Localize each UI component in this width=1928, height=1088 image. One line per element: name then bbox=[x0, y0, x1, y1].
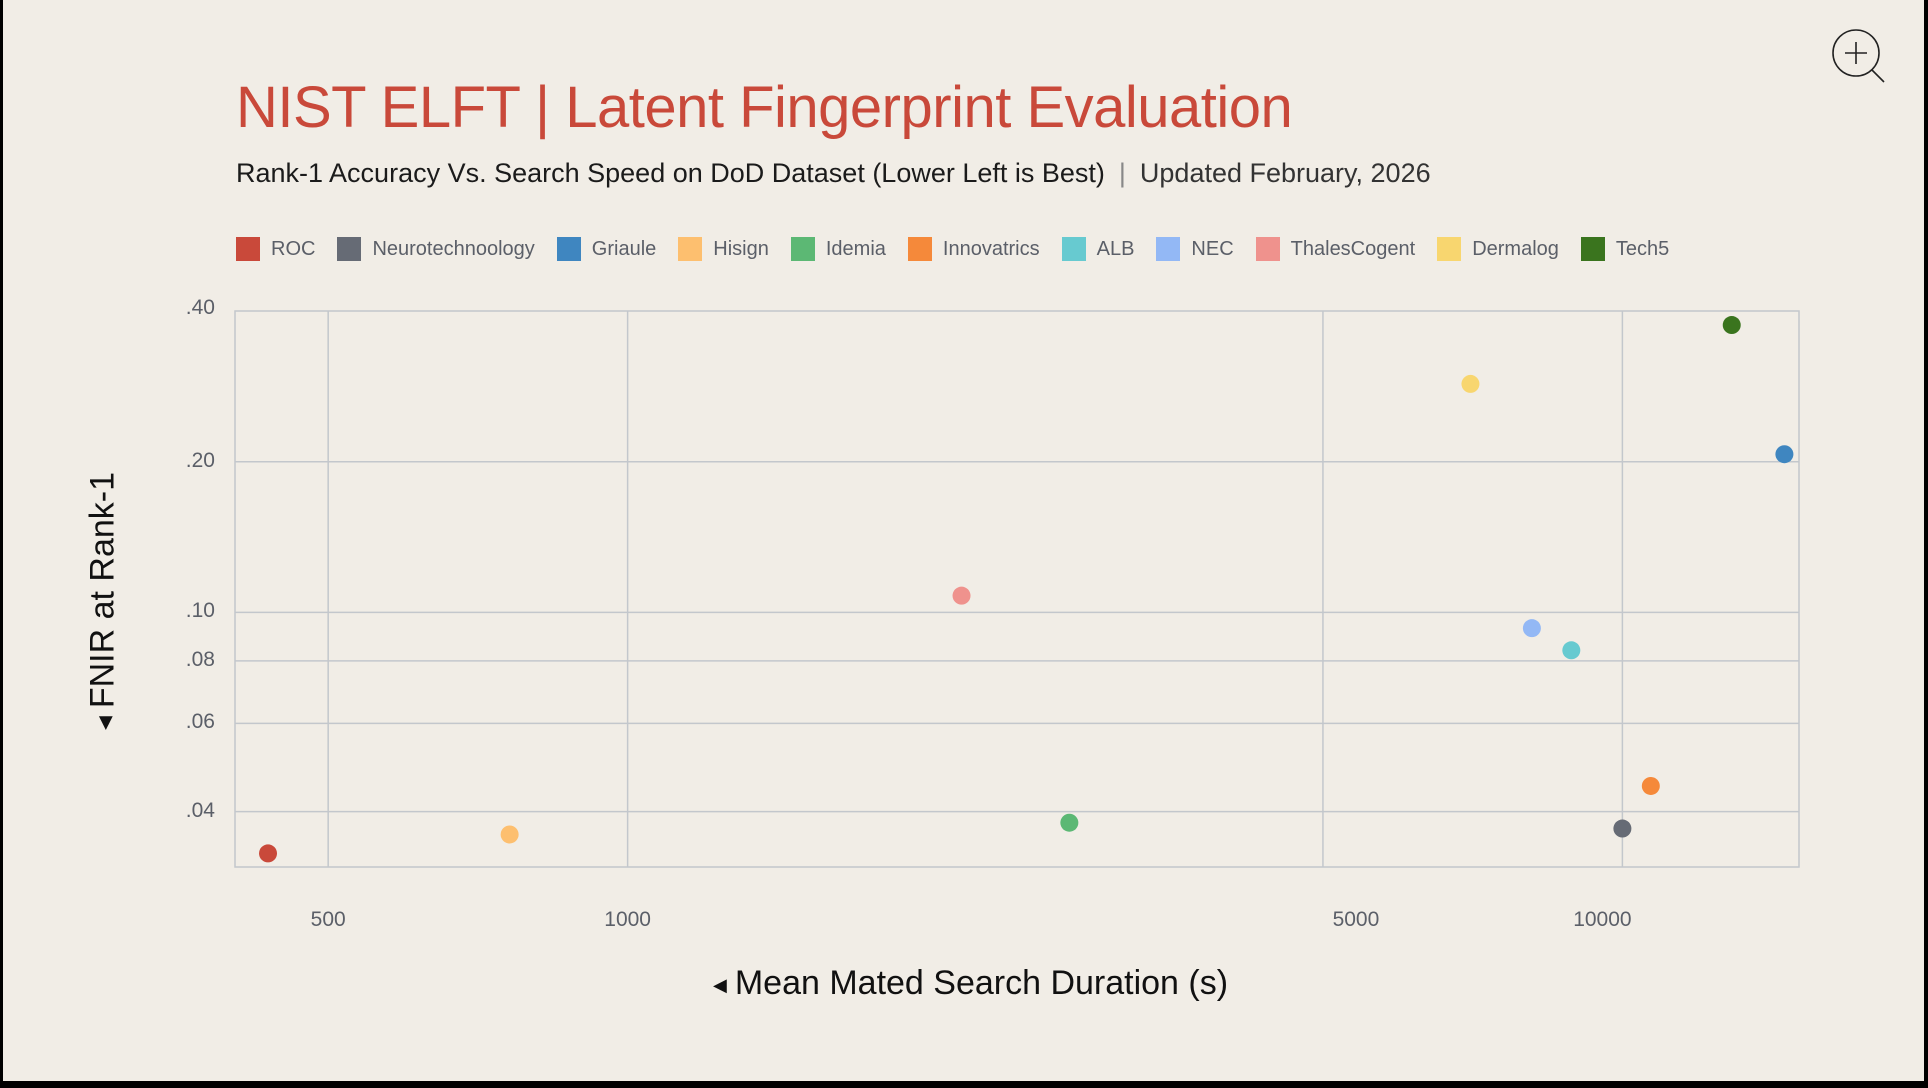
legend-item[interactable]: ThalesCogent bbox=[1255, 237, 1416, 261]
y-axis-label-text: FNIR at Rank-1 bbox=[83, 471, 122, 709]
legend-item[interactable]: Innovatrics bbox=[907, 237, 1040, 261]
x-tick-label: 500 bbox=[310, 908, 346, 931]
data-point-nec[interactable] bbox=[1522, 619, 1541, 638]
y-axis-label: ◀ FNIR at Rank-1 bbox=[84, 472, 123, 730]
legend-swatch bbox=[337, 237, 362, 261]
subtitle-text: Rank-1 Accuracy Vs. Search Speed on DoD … bbox=[236, 158, 1105, 188]
legend-label: Neurotechnoology bbox=[372, 237, 535, 260]
legend: ROC Neurotechnoology Griaule Hisign Idemia In… bbox=[236, 237, 1691, 261]
legend-label: ROC bbox=[271, 237, 316, 260]
chart-page: NIST ELFT | Latent Fingerprint Evaluatio… bbox=[3, 0, 1924, 1081]
legend-item[interactable]: ROC bbox=[236, 237, 315, 261]
y-tick-label: .40 bbox=[185, 296, 215, 319]
legend-label: Dermalog bbox=[1472, 237, 1559, 260]
legend-label: NEC bbox=[1191, 237, 1234, 260]
data-point-griaule[interactable] bbox=[1775, 445, 1794, 464]
y-tick-label: .20 bbox=[185, 448, 215, 472]
legend-swatch bbox=[907, 237, 932, 261]
legend-swatch bbox=[1156, 237, 1181, 261]
y-tick-label: .08 bbox=[185, 647, 215, 671]
legend-item[interactable]: Hisign bbox=[678, 237, 769, 261]
legend-label: Hisign bbox=[713, 237, 769, 260]
data-point-hisign[interactable] bbox=[500, 825, 519, 844]
legend-item[interactable]: Dermalog bbox=[1437, 237, 1559, 261]
x-tick-label: 1000 bbox=[604, 908, 651, 931]
legend-item[interactable]: Griaule bbox=[556, 237, 657, 261]
data-point-tech5[interactable] bbox=[1722, 316, 1741, 335]
legend-item[interactable]: NEC bbox=[1156, 237, 1234, 261]
legend-swatch bbox=[236, 237, 260, 261]
legend-swatch bbox=[1580, 237, 1605, 261]
subtitle-separator: | bbox=[1118, 158, 1126, 188]
legend-item[interactable]: Tech5 bbox=[1580, 237, 1670, 261]
legend-label: ALB bbox=[1096, 237, 1135, 260]
data-point-innovatrics[interactable] bbox=[1641, 776, 1660, 795]
sort-arrow-icon: ◀ bbox=[713, 974, 727, 995]
x-tick-label: 5000 bbox=[1332, 908, 1380, 931]
legend-label: ThalesCogent bbox=[1290, 237, 1416, 260]
legend-item[interactable]: ALB bbox=[1061, 237, 1135, 261]
x-tick-label: 10000 bbox=[1573, 908, 1632, 931]
x-axis-label: ◀ Mean Mated Search Duration (s) bbox=[713, 964, 1228, 1003]
chart-title: NIST ELFT | Latent Fingerprint Evaluatio… bbox=[236, 75, 1293, 140]
data-point-dermalog[interactable] bbox=[1461, 374, 1480, 393]
y-tick-label: .06 bbox=[185, 710, 215, 734]
scatter-plot bbox=[234, 310, 1800, 868]
legend-swatch bbox=[1437, 237, 1462, 261]
legend-swatch bbox=[556, 237, 581, 261]
legend-label: Idemia bbox=[825, 237, 886, 260]
data-point-idemia[interactable] bbox=[1060, 813, 1079, 832]
legend-label: Griaule bbox=[591, 237, 657, 260]
x-axis-label-text: Mean Mated Search Duration (s) bbox=[734, 964, 1229, 1002]
zoom-in-button[interactable] bbox=[1829, 24, 1893, 88]
updated-date: Updated February, 2026 bbox=[1139, 158, 1431, 188]
chart-subtitle: Rank-1 Accuracy Vs. Search Speed on DoD … bbox=[236, 158, 1431, 189]
legend-swatch bbox=[1255, 237, 1280, 261]
data-point-thalescogent[interactable] bbox=[952, 586, 971, 605]
legend-swatch bbox=[790, 237, 815, 261]
legend-label: Innovatrics bbox=[942, 237, 1040, 260]
plot-frame bbox=[234, 310, 1800, 868]
legend-swatch bbox=[678, 237, 703, 261]
legend-item[interactable]: Neurotechnoology bbox=[337, 237, 535, 261]
legend-swatch bbox=[1061, 237, 1086, 261]
data-point-neurotechnoology[interactable] bbox=[1613, 819, 1632, 838]
legend-item[interactable]: Idemia bbox=[790, 237, 886, 261]
legend-label: Tech5 bbox=[1615, 237, 1670, 260]
data-point-alb[interactable] bbox=[1562, 641, 1581, 660]
sort-arrow-icon: ◀ bbox=[94, 716, 115, 731]
data-point-roc[interactable] bbox=[259, 844, 278, 863]
y-tick-label: .04 bbox=[185, 798, 215, 822]
zoom-in-icon bbox=[1832, 29, 1885, 83]
y-tick-label: .10 bbox=[185, 599, 215, 623]
